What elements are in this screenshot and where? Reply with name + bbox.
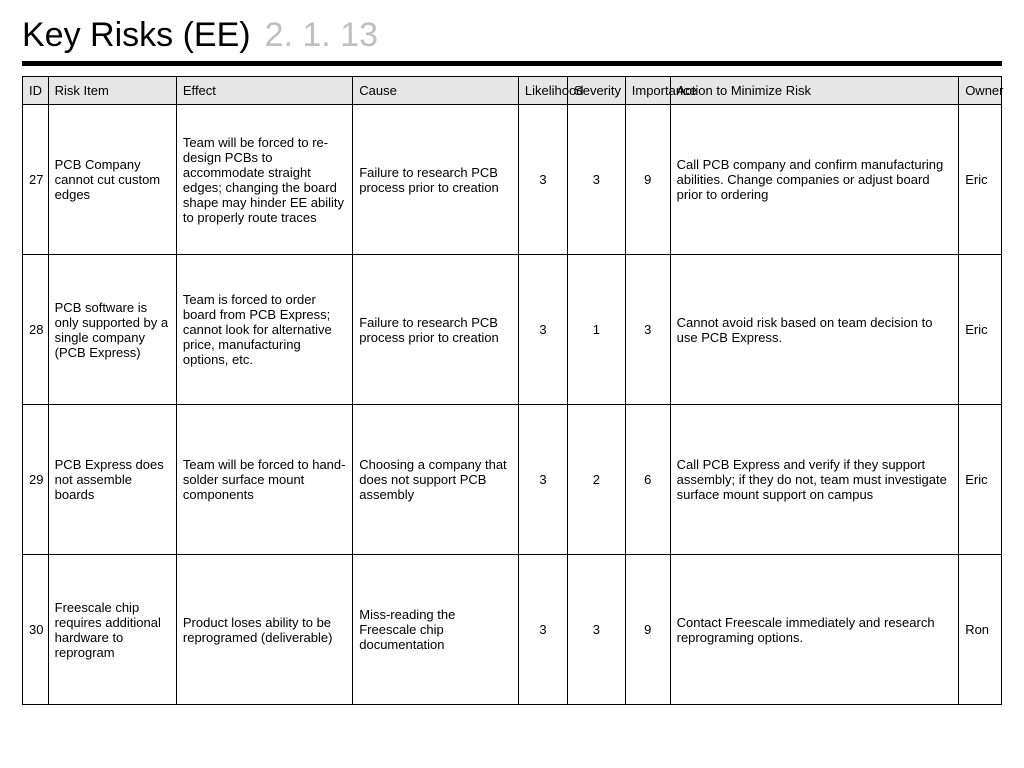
cell-risk-item: Freescale chip requires additional hardw…	[48, 555, 176, 705]
section-number: 2. 1. 13	[265, 16, 378, 55]
cell-action: Cannot avoid risk based on team decision…	[670, 255, 959, 405]
col-id: ID	[23, 77, 49, 105]
cell-id: 30	[23, 555, 49, 705]
col-importance: Importance	[625, 77, 670, 105]
cell-cause: Miss-reading the Freescale chip document…	[353, 555, 519, 705]
table-row: 30 Freescale chip requires additional ha…	[23, 555, 1002, 705]
cell-cause: Choosing a company that does not support…	[353, 405, 519, 555]
col-risk-item: Risk Item	[48, 77, 176, 105]
cell-severity: 1	[568, 255, 626, 405]
cell-severity: 3	[568, 555, 626, 705]
col-owner: Owner	[959, 77, 1002, 105]
cell-cause: Failure to research PCB process prior to…	[353, 105, 519, 255]
cell-action: Contact Freescale immediately and resear…	[670, 555, 959, 705]
col-cause: Cause	[353, 77, 519, 105]
table-row: 29 PCB Express does not assemble boards …	[23, 405, 1002, 555]
cell-likelihood: 3	[518, 555, 567, 705]
title-rule	[22, 61, 1002, 66]
col-severity: Severity	[568, 77, 626, 105]
cell-id: 27	[23, 105, 49, 255]
cell-cause: Failure to research PCB process prior to…	[353, 255, 519, 405]
cell-effect: Team will be forced to hand-solder surfa…	[176, 405, 352, 555]
cell-action: Call PCB Express and verify if they supp…	[670, 405, 959, 555]
page-title: Key Risks (EE)	[22, 16, 251, 55]
slide: Key Risks (EE) 2. 1. 13 ID Risk Item Eff…	[0, 0, 1024, 715]
cell-risk-item: PCB Express does not assemble boards	[48, 405, 176, 555]
cell-likelihood: 3	[518, 405, 567, 555]
table-header-row: ID Risk Item Effect Cause Likelihood Sev…	[23, 77, 1002, 105]
cell-importance: 6	[625, 405, 670, 555]
cell-effect: Team is forced to order board from PCB E…	[176, 255, 352, 405]
cell-id: 28	[23, 255, 49, 405]
cell-owner: Eric	[959, 105, 1002, 255]
cell-risk-item: PCB Company cannot cut custom edges	[48, 105, 176, 255]
table-row: 28 PCB software is only supported by a s…	[23, 255, 1002, 405]
cell-importance: 9	[625, 105, 670, 255]
cell-owner: Ron	[959, 555, 1002, 705]
col-action: Action to Minimize Risk	[670, 77, 959, 105]
cell-importance: 3	[625, 255, 670, 405]
cell-likelihood: 3	[518, 255, 567, 405]
cell-severity: 2	[568, 405, 626, 555]
cell-effect: Team will be forced to re-design PCBs to…	[176, 105, 352, 255]
cell-owner: Eric	[959, 405, 1002, 555]
cell-importance: 9	[625, 555, 670, 705]
cell-action: Call PCB company and confirm manufacturi…	[670, 105, 959, 255]
cell-id: 29	[23, 405, 49, 555]
risk-table: ID Risk Item Effect Cause Likelihood Sev…	[22, 76, 1002, 705]
col-likelihood: Likelihood	[518, 77, 567, 105]
cell-likelihood: 3	[518, 105, 567, 255]
title-wrap: Key Risks (EE) 2. 1. 13	[22, 16, 1002, 55]
table-row: 27 PCB Company cannot cut custom edges T…	[23, 105, 1002, 255]
cell-severity: 3	[568, 105, 626, 255]
cell-owner: Eric	[959, 255, 1002, 405]
cell-effect: Product loses ability to be reprogramed …	[176, 555, 352, 705]
cell-risk-item: PCB software is only supported by a sing…	[48, 255, 176, 405]
col-effect: Effect	[176, 77, 352, 105]
